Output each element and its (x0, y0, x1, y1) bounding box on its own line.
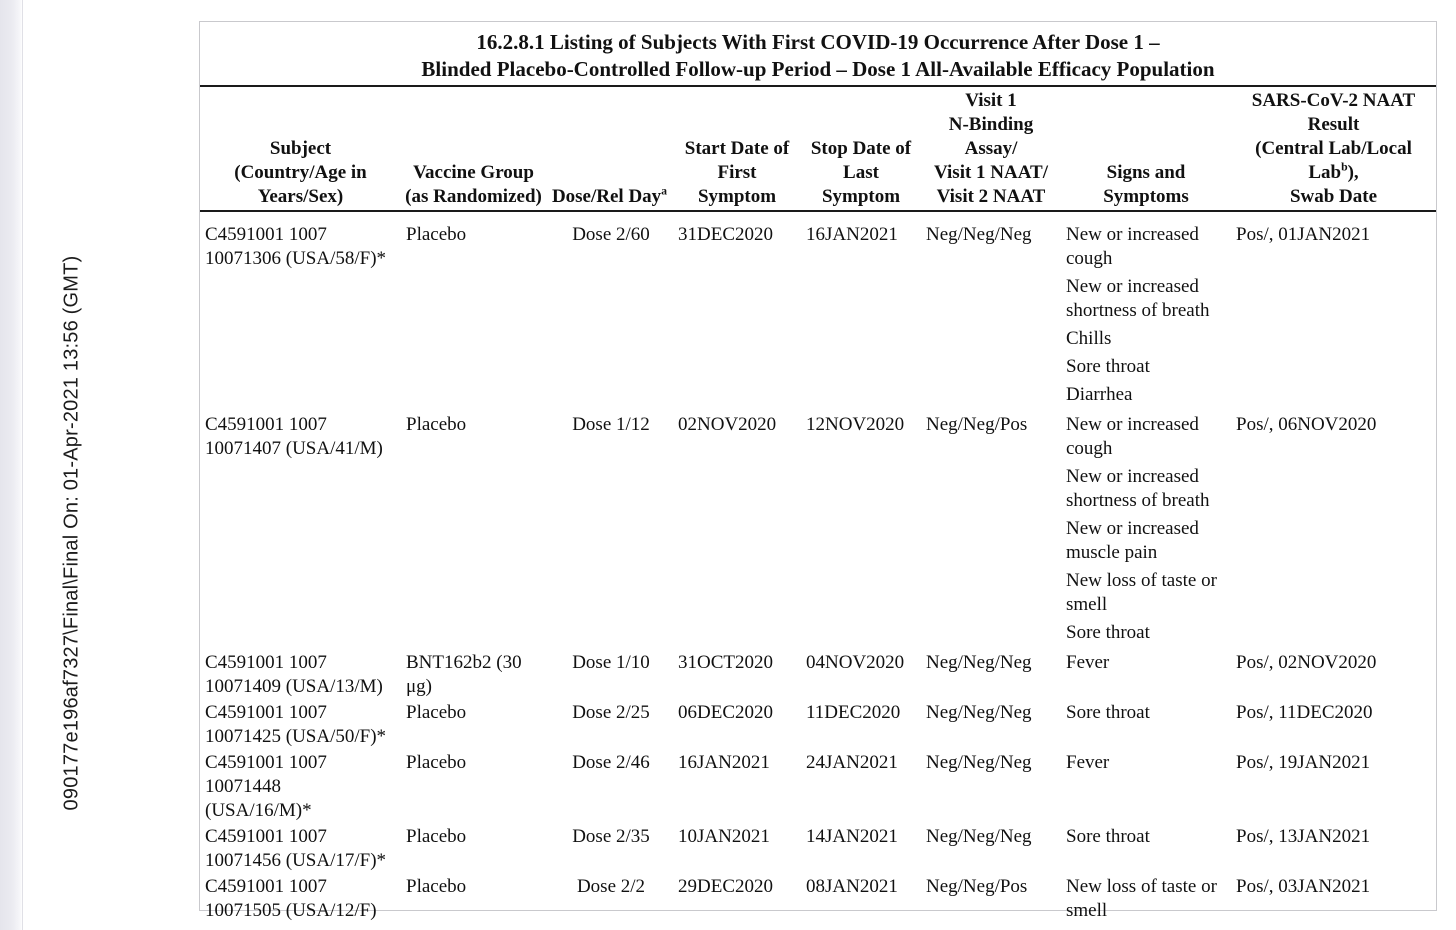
cell-dose-rel-day: Dose 2/2 (576, 876, 646, 897)
table-row: C4591001 1007 10071407 (USA/41/M) Placeb… (200, 411, 1436, 649)
cell-start-date: 10JAN2021 (678, 826, 770, 847)
cell-dose-rel-day: Dose 2/25 (572, 702, 650, 723)
document-stamp-vertical-text: 090177e196af7327\Final\Final On: 01-Apr-… (60, 255, 83, 811)
cell-vaccine-group: Placebo (406, 826, 467, 847)
table-row: C4591001 1007 10071505 (USA/12/F) Placeb… (200, 873, 1436, 927)
col-header-vaccine-group: Vaccine Group (as Randomized) (401, 87, 546, 212)
cell-dose-rel-day: Dose 2/35 (572, 826, 650, 847)
col-header-dose-rel-day: Dose/Rel Daya (546, 87, 673, 212)
cell-stop-date: 24JAN2021 (806, 752, 898, 773)
cell-naat-result: Pos/, 13JAN2021 (1236, 826, 1371, 847)
cell-signs-symptoms: New or increased cough New or increased s… (1066, 224, 1210, 405)
col-header-naat-result-part1: SARS-CoV-2 NAAT Result (Central Lab/Loca… (1251, 90, 1416, 183)
cell-subject: C4591001 1007 10071456 (USA/17/F)* (205, 826, 387, 871)
cell-subject: C4591001 1007 10071409 (USA/13/M) (205, 652, 383, 697)
cell-start-date: 02NOV2020 (678, 414, 777, 435)
col-header-naat-result: SARS-CoV-2 NAAT Result (Central Lab/Loca… (1231, 87, 1436, 212)
col-header-start-date: Start Date of First Symptom (673, 87, 801, 212)
cell-stop-date: 14JAN2021 (806, 826, 898, 847)
cell-start-date: 31DEC2020 (678, 224, 773, 245)
cell-start-date: 16JAN2021 (678, 752, 770, 773)
cell-stop-date: 11DEC2020 (806, 702, 901, 723)
col-header-stop-date: Stop Date of Last Symptom (801, 87, 921, 212)
table-title: 16.2.8.1 Listing of Subjects With First … (200, 22, 1436, 87)
cell-visit-assay: Neg/Neg/Pos (926, 414, 1028, 435)
col-header-dose-rel-day-text: Dose/Rel Day (551, 186, 662, 207)
table-row: C4591001 1007 10071448 (USA/16/M)* Place… (200, 749, 1436, 823)
cell-dose-rel-day: Dose 1/12 (572, 414, 650, 435)
cell-dose-rel-day: Dose 2/60 (572, 224, 650, 245)
cell-visit-assay: Neg/Neg/Neg (926, 702, 1032, 723)
cell-naat-result: Pos/, 02NOV2020 (1236, 652, 1377, 673)
subject-listing-table: Subject (Country/Age in Years/Sex) Vacci… (200, 87, 1436, 927)
cell-naat-result: Pos/, 01JAN2021 (1236, 224, 1371, 245)
cell-naat-result: Pos/, 11DEC2020 (1236, 702, 1373, 723)
cell-stop-date: 12NOV2020 (806, 414, 905, 435)
left-gutter (0, 0, 23, 930)
cell-vaccine-group: Placebo (406, 876, 467, 897)
cell-signs-symptoms: New loss of taste or smell (1066, 876, 1217, 921)
cell-dose-rel-day: Dose 2/46 (572, 752, 650, 773)
table-row: C4591001 1007 10071409 (USA/13/M) BNT162… (200, 649, 1436, 699)
cell-visit-assay: Neg/Neg/Neg (926, 224, 1032, 245)
cell-vaccine-group: BNT162b2 (30 μg) (406, 652, 522, 697)
footnote-marker-b: b (1341, 160, 1348, 174)
cell-vaccine-group: Placebo (406, 224, 467, 245)
cell-vaccine-group: Placebo (406, 752, 467, 773)
table-title-line-1: 16.2.8.1 Listing of Subjects With First … (476, 30, 1160, 54)
cell-visit-assay: Neg/Neg/Pos (926, 876, 1028, 897)
cell-stop-date: 08JAN2021 (806, 876, 898, 897)
cell-signs-symptoms: Sore throat (1066, 702, 1150, 723)
table-row: C4591001 1007 10071306 (USA/58/F)* Place… (200, 211, 1436, 411)
table-row: C4591001 1007 10071425 (USA/50/F)* Place… (200, 699, 1436, 749)
cell-start-date: 29DEC2020 (678, 876, 773, 897)
cell-signs-symptoms: New or increased cough New or increased s… (1066, 414, 1217, 643)
cell-visit-assay: Neg/Neg/Neg (926, 826, 1032, 847)
cell-subject: C4591001 1007 10071425 (USA/50/F)* (205, 702, 387, 747)
col-header-naat-result-part2: ), Swab Date (1289, 162, 1378, 207)
col-header-visit-assay: Visit 1 N-Binding Assay/ Visit 1 NAAT/ V… (921, 87, 1061, 212)
listing-table-frame: 16.2.8.1 Listing of Subjects With First … (199, 21, 1437, 921)
header-row: Subject (Country/Age in Years/Sex) Vacci… (200, 87, 1436, 212)
table-title-line-2: Blinded Placebo-Controlled Follow-up Per… (421, 57, 1215, 81)
cell-signs-symptoms: Sore throat (1066, 826, 1150, 847)
col-header-signs-symptoms: Signs and Symptoms (1061, 87, 1231, 212)
cell-subject: C4591001 1007 10071448 (USA/16/M)* (205, 752, 327, 821)
cell-visit-assay: Neg/Neg/Neg (926, 752, 1032, 773)
cell-signs-symptoms: Fever (1066, 752, 1110, 773)
cell-stop-date: 16JAN2021 (806, 224, 898, 245)
cell-start-date: 06DEC2020 (678, 702, 773, 723)
cell-vaccine-group: Placebo (406, 702, 467, 723)
cell-stop-date: 04NOV2020 (806, 652, 905, 673)
cell-naat-result: Pos/, 19JAN2021 (1236, 752, 1371, 773)
cell-subject: C4591001 1007 10071306 (USA/58/F)* (205, 224, 387, 269)
cell-vaccine-group: Placebo (406, 414, 467, 435)
col-header-subject: Subject (Country/Age in Years/Sex) (200, 87, 401, 212)
cell-naat-result: Pos/, 06NOV2020 (1236, 414, 1377, 435)
cell-subject: C4591001 1007 10071505 (USA/12/F) (205, 876, 377, 921)
cell-subject: C4591001 1007 10071407 (USA/41/M) (205, 414, 383, 459)
cell-visit-assay: Neg/Neg/Neg (926, 652, 1032, 673)
footnote-marker-a: a (661, 184, 668, 198)
cell-naat-result: Pos/, 03JAN2021 (1236, 876, 1371, 897)
cell-start-date: 31OCT2020 (678, 652, 773, 673)
cell-dose-rel-day: Dose 1/10 (572, 652, 650, 673)
table-row: C4591001 1007 10071456 (USA/17/F)* Place… (200, 823, 1436, 873)
cell-signs-symptoms: Fever (1066, 652, 1110, 673)
